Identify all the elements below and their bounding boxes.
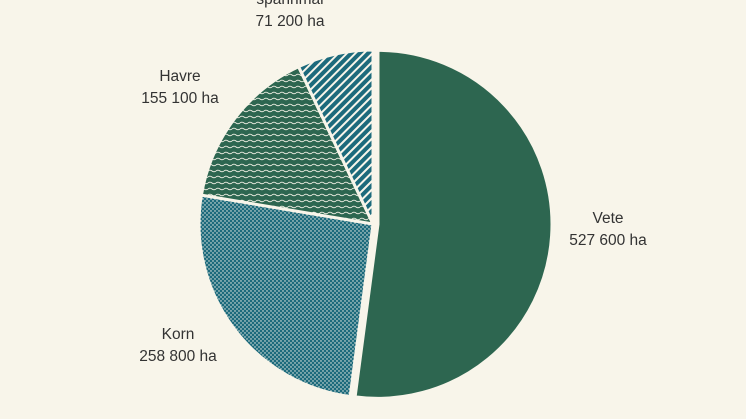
slice-label-vete: Vete 527 600 ha [569, 210, 647, 249]
pie-slice-havre [199, 65, 375, 226]
pie-slice-korn [197, 193, 375, 398]
slice-value-label: 155 100 ha [141, 90, 219, 107]
pie-labels: Vete 527 600 ha Korn 258 800 ha Havre 155 100… [139, 0, 647, 365]
slice-label-korn: Korn 258 800 ha [139, 326, 217, 365]
pie-slice-vete [353, 48, 554, 400]
slice-value-label: 71 200 ha [256, 13, 325, 30]
pie-slices [197, 48, 554, 400]
pie-slice-resterande-spannmål [297, 48, 375, 226]
slice-label-havre: Havre 155 100 ha [141, 68, 219, 107]
slice-label-resterande-spannmål: Resterandespannmål71 200 ha [250, 0, 330, 30]
slice-name-label: Havre [159, 68, 200, 85]
slice-name-label: Korn [162, 326, 195, 343]
slice-name-label: Vete [592, 210, 623, 227]
slice-value-label: 527 600 ha [569, 232, 647, 249]
slice-value-label: 258 800 ha [139, 348, 217, 365]
slice-name-label: spannmål [256, 0, 323, 8]
